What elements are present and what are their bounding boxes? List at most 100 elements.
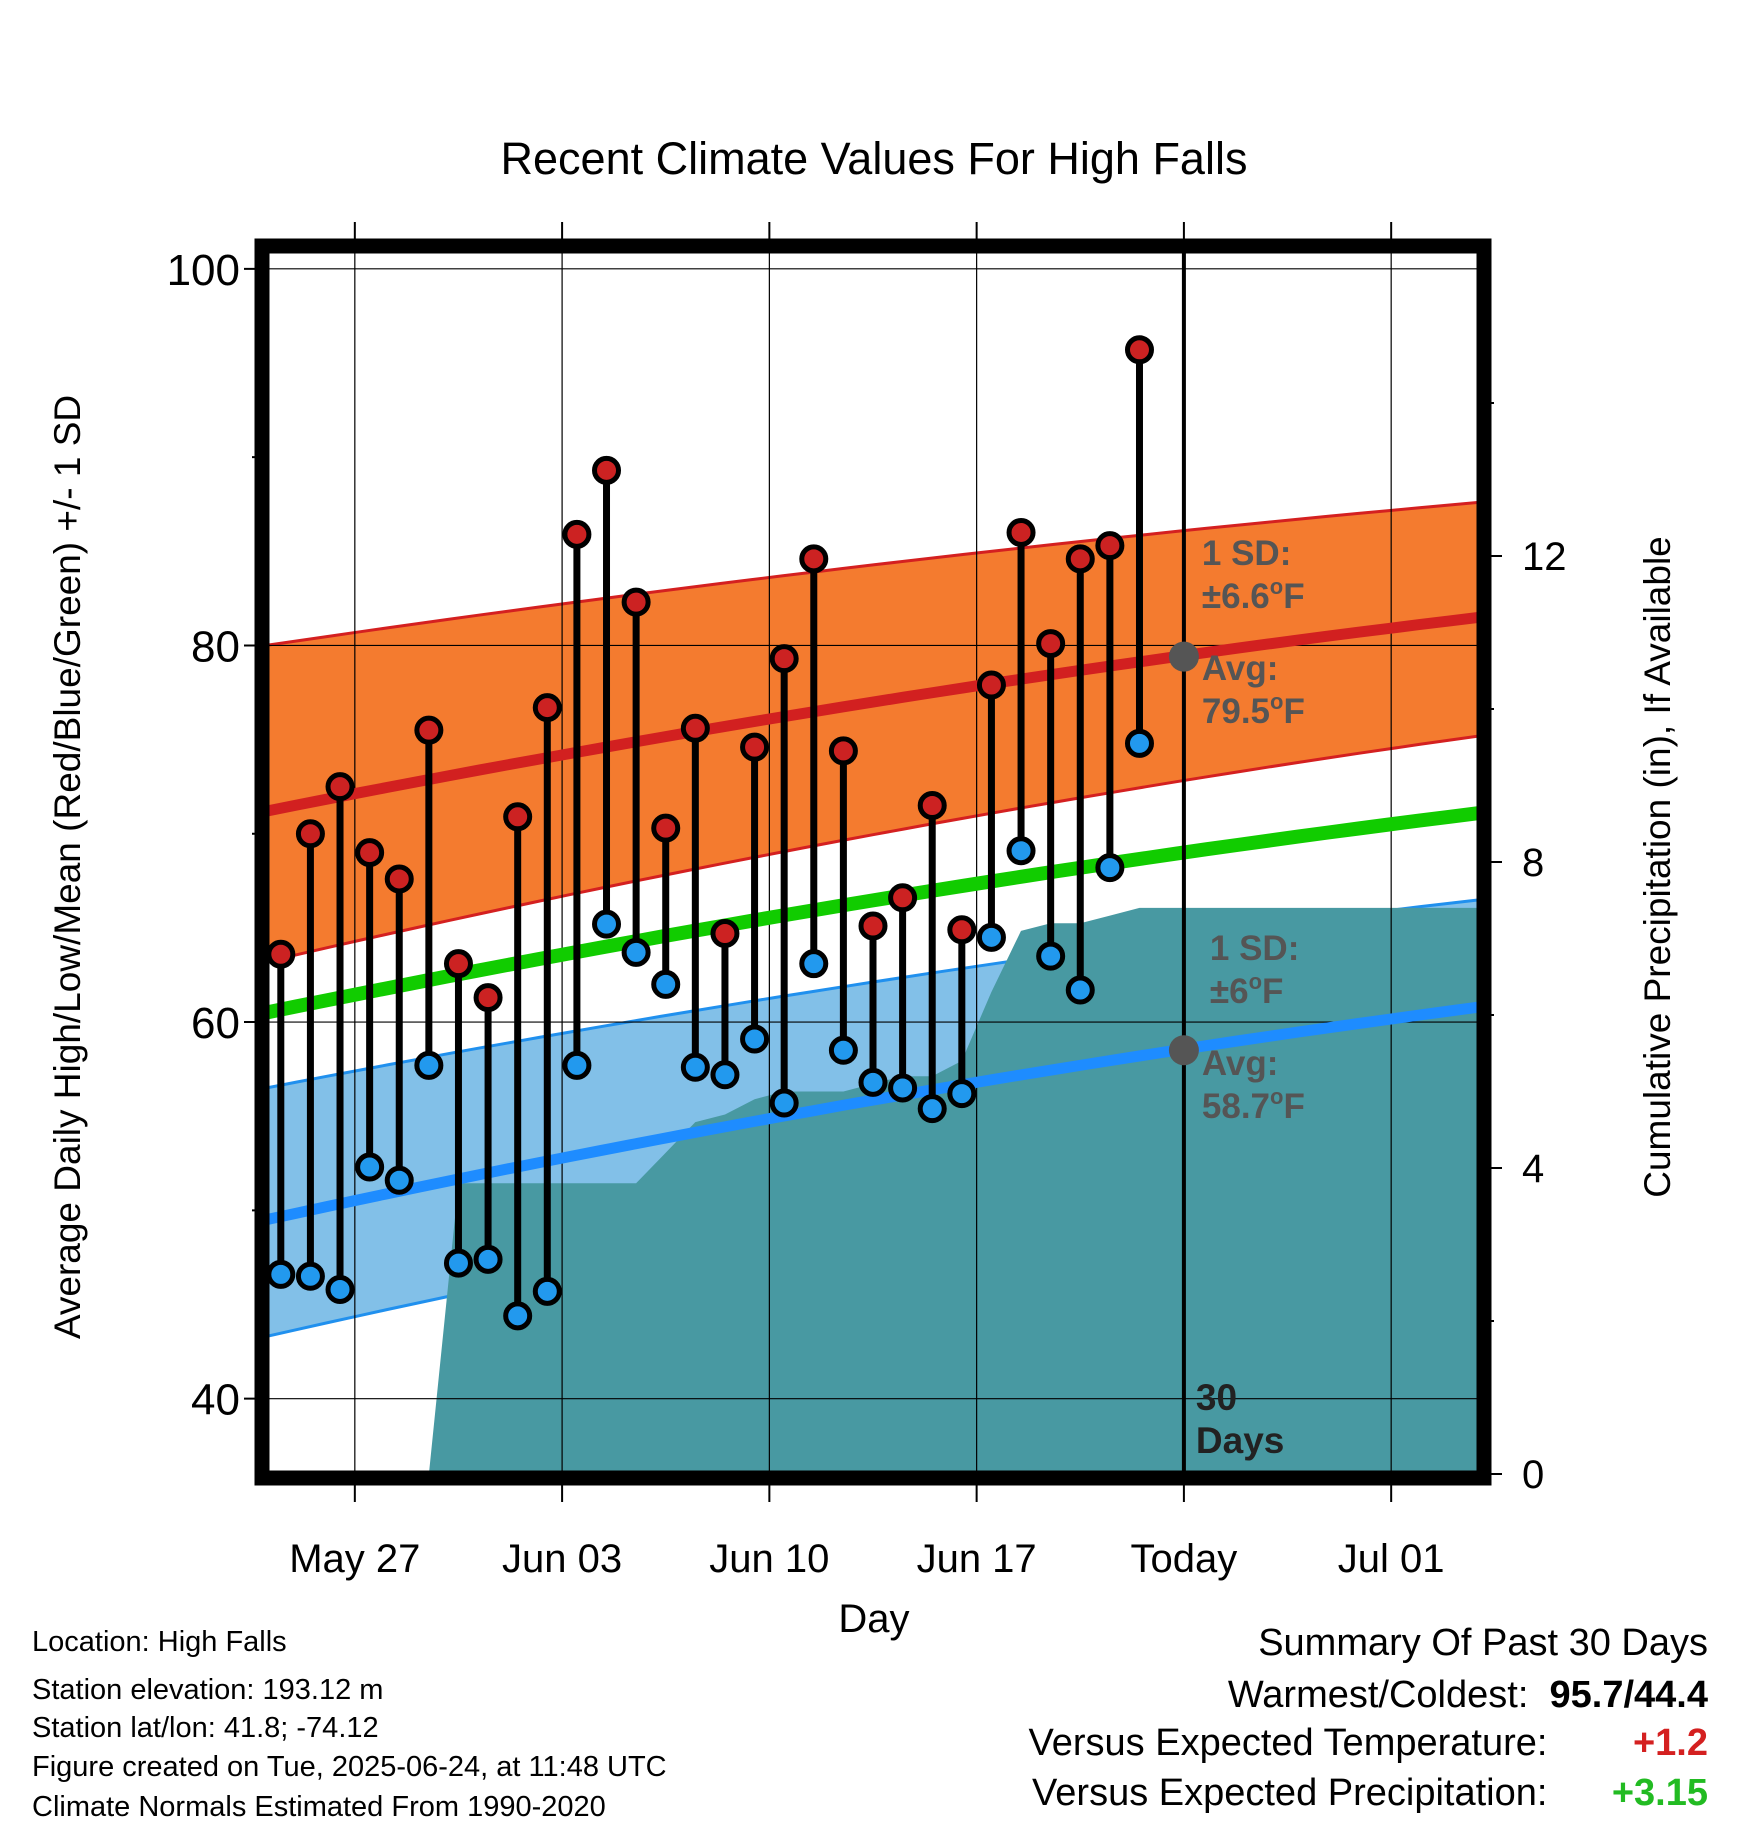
- high-temp-point: [592, 455, 622, 485]
- low-temp-point: [1095, 853, 1125, 883]
- x-axis-label: Day: [838, 1597, 909, 1641]
- high-temp-point: [562, 519, 592, 549]
- low-temp-point: [651, 969, 681, 999]
- high-sd-band: [266, 502, 1480, 962]
- low-temp-point: [947, 1079, 977, 1109]
- low-temp-point: [295, 1261, 325, 1291]
- high-temp-point: [414, 715, 444, 745]
- low-temp-point: [443, 1248, 473, 1278]
- annotation-unit: F: [1283, 1087, 1304, 1126]
- high-temp-point: [858, 911, 888, 941]
- created-text: Figure created on Tue, 2025-06-24, at 11…: [32, 1751, 667, 1783]
- summary-precipitation: Versus Expected Precipitation: +3.15: [1032, 1774, 1708, 1812]
- annotation-degree: o: [1270, 1084, 1283, 1109]
- annotation-unit: F: [1262, 972, 1283, 1011]
- annotation-value: 79.5oF: [1202, 689, 1305, 731]
- x-tick-label: Jul 01: [1338, 1537, 1445, 1581]
- high-temp-point: [976, 670, 1006, 700]
- high-temp-point: [532, 693, 562, 723]
- high-temp-point: [295, 819, 325, 849]
- x-tick-label: Jun 03: [502, 1537, 622, 1581]
- low-temp-point: [888, 1073, 918, 1103]
- low-temp-point: [532, 1276, 562, 1306]
- high-temp-point: [443, 949, 473, 979]
- precip-value: +3.15: [1611, 1772, 1708, 1814]
- summary-warm-cold: Warmest/Coldest: 95.7/44.4: [1228, 1676, 1708, 1714]
- y-tick-label: 100: [167, 246, 240, 295]
- low-avg-marker: [1168, 1035, 1199, 1066]
- high-temp-point: [651, 813, 681, 843]
- high-temp-point: [1006, 517, 1036, 547]
- high-temp-point: [888, 883, 918, 913]
- high-sd-upper-line: [266, 500, 1480, 647]
- annotation-value: ±6.6oF: [1202, 574, 1305, 616]
- high-temp-point: [740, 732, 770, 762]
- low-temp-point: [769, 1088, 799, 1118]
- high-temp-point: [917, 791, 947, 821]
- high-temp-point: [828, 736, 858, 766]
- annotation-number: 58.7: [1202, 1087, 1270, 1126]
- annotation-value: 58.7oF: [1202, 1084, 1305, 1126]
- y2-tick-label: 0: [1522, 1453, 1544, 1497]
- high-temp-point: [473, 983, 503, 1013]
- high-temp-point: [266, 939, 296, 969]
- normal-high-line: [266, 611, 1480, 817]
- x-tick-label: May 27: [289, 1537, 420, 1581]
- summary-temperature: Versus Expected Temperature: +1.2: [1029, 1724, 1708, 1762]
- low-temp-point: [325, 1274, 355, 1304]
- annotation-label: Avg:: [1202, 649, 1278, 688]
- plot-content: [266, 250, 1480, 1474]
- y-tick-label: 80: [191, 622, 240, 671]
- high-temp-point: [621, 587, 651, 617]
- annotation-label: 1 SD:: [1210, 929, 1299, 968]
- annotation-number: ±6: [1210, 972, 1249, 1011]
- high-avg-marker: [1168, 641, 1199, 672]
- high-temp-point: [680, 713, 710, 743]
- high-temp-point: [1036, 629, 1066, 659]
- temp-value: +1.2: [1632, 1722, 1708, 1764]
- high-temp-point: [769, 644, 799, 674]
- annotation-number: ±6.6: [1202, 577, 1270, 616]
- low-temp-point: [1124, 728, 1154, 758]
- low-temp-point: [621, 937, 651, 967]
- annotation-value: ±6oF: [1210, 969, 1284, 1011]
- y-tick-label: 60: [191, 999, 240, 1048]
- high-temp-point: [1124, 335, 1154, 365]
- high-temp-point: [947, 915, 977, 945]
- low-temp-point: [917, 1094, 947, 1124]
- window-label-unit: Days: [1196, 1420, 1284, 1461]
- latlon-text: Station lat/lon: 41.8; -74.12: [32, 1712, 379, 1744]
- high-temp-point: [325, 772, 355, 802]
- low-temp-point: [740, 1024, 770, 1054]
- low-temp-point: [1036, 941, 1066, 971]
- high-temp-point: [1065, 544, 1095, 574]
- warm-cold-label: Warmest/Coldest:: [1227, 1674, 1529, 1716]
- low-temp-point: [266, 1259, 296, 1289]
- location-text: Location: High Falls: [32, 1626, 287, 1658]
- high-temp-point: [503, 802, 533, 832]
- annotation-label: 1 SD:: [1202, 534, 1291, 573]
- x-tick-label: Jun 17: [917, 1537, 1037, 1581]
- high-temp-point: [799, 544, 829, 574]
- y2-tick-label: 8: [1522, 841, 1544, 885]
- y-tick-label: 40: [191, 1376, 240, 1425]
- low-temp-point: [592, 909, 622, 939]
- annotation-degree: o: [1270, 574, 1283, 599]
- low-temp-point: [1006, 836, 1036, 866]
- y-axis-label: Average Daily High/Low/Mean (Red/Blue/Gr…: [47, 395, 88, 1339]
- y2-tick-label: 12: [1522, 535, 1567, 579]
- annotation-degree: o: [1249, 969, 1262, 994]
- low-temp-point: [473, 1244, 503, 1274]
- y2-tick-label: 4: [1522, 1147, 1544, 1191]
- low-temp-point: [976, 922, 1006, 952]
- high-temp-point: [355, 838, 385, 868]
- low-temp-point: [710, 1060, 740, 1090]
- y2-axis-label: Cumulative Precipitation (in), If Availa…: [1637, 536, 1678, 1198]
- chart-title: Recent Climate Values For High Falls: [501, 133, 1248, 184]
- x-tick-label: Today: [1131, 1537, 1238, 1581]
- elevation-text: Station elevation: 193.12 m: [32, 1674, 384, 1706]
- annotation-number: 79.5: [1202, 692, 1270, 731]
- temp-label: Versus Expected Temperature:: [1028, 1722, 1548, 1764]
- annotation-label: Avg:: [1202, 1044, 1278, 1083]
